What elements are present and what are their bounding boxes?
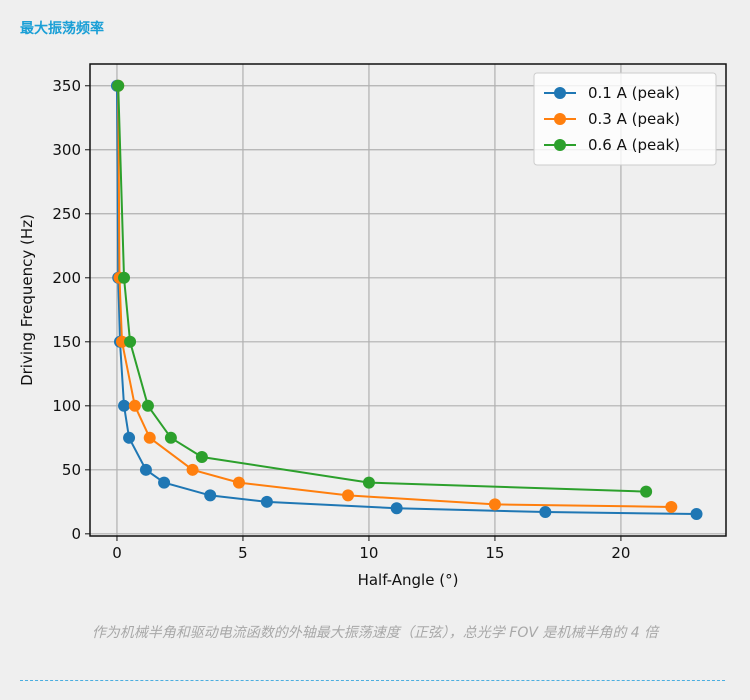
data-point bbox=[186, 463, 199, 476]
data-point bbox=[141, 399, 154, 412]
legend-box bbox=[533, 72, 717, 166]
chart: 0 5 10 15 20050100150200250300350Half-Angle … bbox=[18, 63, 727, 589]
series-line bbox=[117, 85, 647, 493]
y-tick-label: 350 bbox=[52, 77, 81, 95]
data-point bbox=[539, 506, 552, 519]
data-point bbox=[112, 79, 125, 92]
data-point bbox=[164, 431, 177, 444]
data-point bbox=[488, 498, 501, 511]
x-tick-label: 15 bbox=[485, 544, 504, 562]
data-point bbox=[118, 271, 131, 284]
x-tick-label: 10 bbox=[359, 544, 378, 562]
data-point bbox=[390, 502, 403, 515]
data-point bbox=[232, 476, 245, 489]
data-point bbox=[143, 431, 156, 444]
series-line bbox=[117, 85, 672, 508]
header-title: 最大振荡频率 bbox=[20, 21, 104, 37]
x-tick-label: 0 bbox=[112, 544, 122, 562]
legend: 0.1 A (peak) 0.3 A (peak) 0.6 A (peak) bbox=[533, 72, 717, 166]
plot-frame bbox=[89, 63, 727, 537]
legend-label: 0.1 A (peak) bbox=[588, 84, 680, 102]
y-tick-label: 150 bbox=[52, 333, 81, 351]
data-point bbox=[362, 476, 375, 489]
data-point bbox=[204, 489, 217, 502]
y-axis-label: Driving Frequency (Hz) bbox=[18, 214, 36, 386]
data-point bbox=[690, 507, 703, 520]
y-tick-label: 0 bbox=[71, 525, 81, 543]
data-point bbox=[158, 476, 171, 489]
y-tick-label: 100 bbox=[52, 397, 81, 415]
y-tick-label: 300 bbox=[52, 141, 81, 159]
legend-marker bbox=[554, 139, 566, 151]
data-point bbox=[139, 463, 152, 476]
caption: 作为机械半角和驱动电流函数的外轴最大振荡速度（正弦），总光学 FOV 是机械半角… bbox=[91, 625, 659, 641]
divider bbox=[20, 680, 725, 681]
data-point bbox=[128, 399, 141, 412]
x-tick-label: 5 bbox=[238, 544, 248, 562]
x-axis-label: Half-Angle (°) bbox=[358, 571, 459, 589]
data-point bbox=[640, 485, 653, 498]
data-point bbox=[342, 489, 355, 502]
x-tick-label: 20 bbox=[611, 544, 630, 562]
y-tick-label: 200 bbox=[52, 269, 81, 287]
legend-marker bbox=[554, 87, 566, 99]
data-point bbox=[665, 500, 678, 513]
data-point bbox=[123, 431, 136, 444]
y-tick-label: 250 bbox=[52, 205, 81, 223]
legend-marker bbox=[554, 113, 566, 125]
legend-label: 0.3 A (peak) bbox=[588, 110, 680, 128]
y-tick-label: 50 bbox=[62, 461, 81, 479]
series-line bbox=[115, 85, 697, 515]
data-point bbox=[260, 495, 273, 508]
legend-label: 0.6 A (peak) bbox=[588, 136, 680, 154]
data-point bbox=[124, 335, 137, 348]
data-point bbox=[195, 451, 208, 464]
data-point bbox=[118, 399, 131, 412]
